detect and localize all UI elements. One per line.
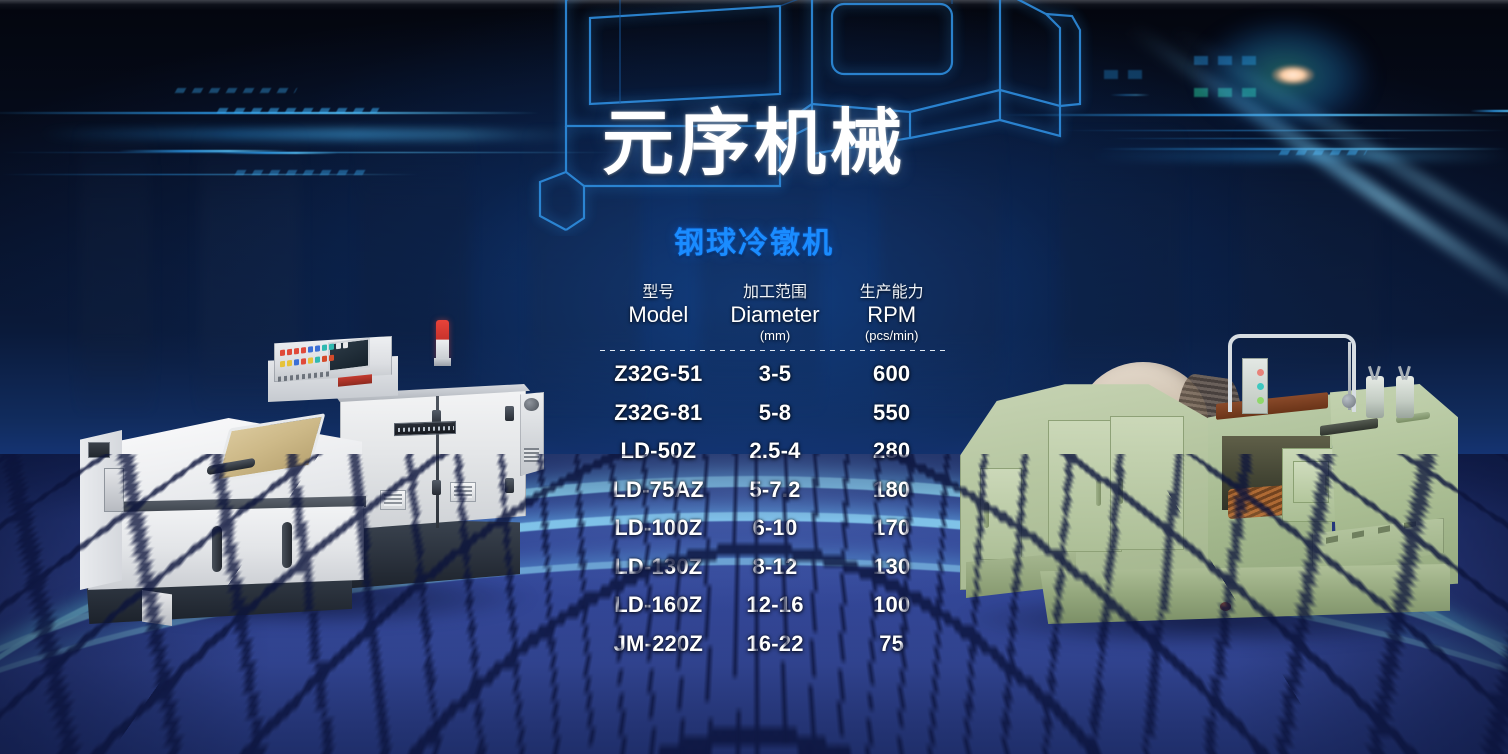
spec-table-header: 型号 Model 加工范围 Diameter (mm) 生产能力 RPM (pc… [600,282,950,344]
page-title: 元序机械 [601,101,906,185]
cell-diameter: 5-7.2 [749,476,801,502]
spec-header-model-unit [600,328,717,344]
table-row: LD-50Z 2.5-4 280 [600,432,950,471]
spec-header-diameter-zh: 加工范围 [743,282,808,301]
cell-model: LD-160Z [614,592,703,618]
spec-table-body: Z32G-51 3-5 600 Z32G-81 5-8 550 LD-50Z 2… [600,355,950,663]
cell-diameter: 12-16 [746,592,804,618]
cell-model: LD-50Z [620,438,697,464]
top-edge-band [0,0,1508,10]
cell-model: JM-220Z [613,630,704,656]
cell-diameter: 8-12 [752,553,798,579]
cell-model: Z32G-81 [614,399,703,425]
table-row: Z32G-81 5-8 550 [600,394,950,433]
spec-column-diameter: 加工范围 Diameter (mm) [717,282,834,344]
machine-left-tower-light [436,320,449,360]
cell-model: LD-130Z [614,553,703,579]
cell-rpm: 180 [873,476,911,502]
spec-header-diameter-en: Diameter [730,302,820,327]
table-row: Z32G-51 3-5 600 [600,355,950,394]
table-row: LD-160Z 12-16 100 [600,586,950,625]
cell-rpm: 75 [879,630,905,656]
cell-diameter: 2.5-4 [749,438,801,464]
table-row: LD-130Z 8-12 130 [600,548,950,587]
cell-rpm: 100 [873,592,911,618]
spec-column-rpm: 生产能力 RPM (pcs/min) [833,282,950,344]
spec-header-rpm-zh: 生产能力 [859,282,924,301]
spec-header-diameter-unit: (mm) [759,328,791,343]
spec-header-model-en: Model [628,302,689,327]
spec-header-rpm-unit: (pcs/min) [864,328,919,343]
cell-diameter: 5-8 [758,399,792,425]
cell-rpm: 550 [873,399,911,425]
spec-column-model: 型号 Model [600,282,717,344]
cell-rpm: 600 [873,361,911,387]
cell-model: LD-100Z [614,515,703,541]
spec-header-rpm-en: RPM [867,302,917,327]
cell-diameter: 3-5 [758,361,792,387]
cell-rpm: 170 [873,515,911,541]
spec-table-divider [600,350,950,351]
cell-rpm: 130 [873,553,911,579]
machine-photo-left [62,300,544,645]
table-row: LD-75AZ 5-7.2 180 [600,471,950,510]
spec-table: 型号 Model 加工范围 Diameter (mm) 生产能力 RPM (pc… [600,282,950,663]
spec-header-model-zh: 型号 [642,282,675,301]
cell-model: LD-75AZ [612,476,705,502]
machine-right-control-box [1242,358,1268,414]
cell-diameter: 16-22 [746,630,804,656]
table-row: JM-220Z 16-22 75 [600,625,950,664]
machine-photo-right [960,334,1480,652]
cell-model: Z32G-51 [614,361,703,387]
cell-diameter: 6-10 [752,515,798,541]
product-subtitle: 钢球冷镦机 [674,226,834,261]
cell-rpm: 280 [873,438,911,464]
table-row: LD-100Z 6-10 170 [600,509,950,548]
wireframe-machine-graphic [480,0,1120,236]
